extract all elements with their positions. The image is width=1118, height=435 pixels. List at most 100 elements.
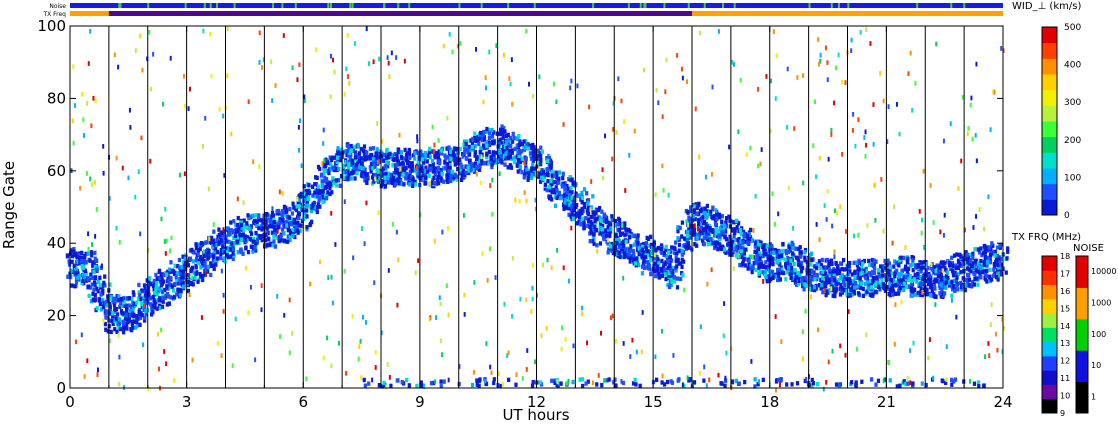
near-range-cell	[944, 380, 948, 386]
echo-cell	[470, 142, 475, 147]
echo-cell	[730, 242, 734, 248]
echo-cell	[181, 281, 185, 287]
echo-cell	[550, 181, 554, 186]
echo-cell	[507, 141, 511, 147]
noise-cell	[357, 356, 360, 362]
echo-cell	[771, 261, 775, 267]
noise-cell	[762, 279, 765, 284]
near-range-cell	[838, 382, 842, 387]
noise-cell	[326, 335, 329, 341]
echo-cell	[605, 230, 609, 235]
echo-cell	[983, 254, 988, 260]
echo-cell	[307, 183, 311, 188]
noise-cell	[989, 127, 992, 133]
echo-cell	[414, 182, 418, 187]
echo-cell	[110, 318, 114, 324]
echo-cell	[368, 154, 372, 160]
echo-cell	[347, 146, 351, 152]
echo-cell	[588, 238, 592, 244]
echo-cell	[540, 149, 545, 154]
echo-cell	[635, 244, 640, 249]
noise-cell	[534, 197, 537, 203]
echo-cell	[487, 161, 491, 166]
noise-cell	[331, 57, 334, 63]
echo-cell	[906, 256, 910, 262]
echo-cell	[248, 236, 252, 242]
echo-cell	[208, 239, 213, 244]
echo-scatter-layer	[65, 26, 1010, 393]
noise-cell	[596, 248, 599, 254]
noise-cell	[346, 33, 349, 38]
noise-bar-mark	[963, 3, 966, 8]
echo-cell	[739, 232, 744, 237]
echo-cell	[421, 174, 425, 179]
echo-cell	[130, 319, 134, 325]
echo-cell	[455, 177, 460, 182]
echo-cell	[993, 262, 997, 267]
echo-cell	[139, 297, 143, 302]
echo-cell	[676, 229, 680, 234]
echo-cell	[992, 273, 996, 278]
echo-cell	[611, 217, 615, 223]
echo-cell	[342, 170, 346, 175]
echo-cell	[942, 266, 947, 272]
echo-cell	[472, 138, 477, 143]
echo-cell	[1000, 262, 1004, 267]
echo-cell	[890, 283, 895, 289]
noise-cell	[845, 229, 848, 234]
echo-cell	[870, 257, 874, 263]
noise-cell	[399, 166, 402, 172]
echo-cell	[427, 149, 431, 155]
echo-cell	[563, 200, 567, 205]
echo-cell	[697, 222, 701, 227]
echo-cell	[976, 247, 980, 252]
echo-cell	[177, 265, 182, 270]
noise-cell	[521, 376, 524, 381]
echo-cell	[911, 262, 915, 267]
echo-cell	[478, 149, 482, 155]
noise-cell	[705, 174, 708, 180]
echo-cell	[668, 265, 672, 270]
echo-cell	[924, 261, 929, 267]
echo-cell	[637, 250, 642, 256]
noise-cell	[855, 346, 858, 352]
echo-cell	[545, 171, 550, 177]
echo-cell	[701, 230, 705, 236]
echo-cell	[810, 284, 814, 289]
echo-cell	[72, 263, 76, 268]
echo-cell	[636, 233, 640, 238]
echo-cell	[236, 215, 240, 221]
echo-cell	[967, 267, 971, 272]
echo-cell	[944, 274, 949, 279]
noise-cell	[481, 251, 484, 256]
noise-bar-mark	[184, 3, 187, 8]
noise-cell	[202, 28, 205, 34]
echo-cell	[951, 270, 955, 275]
echo-cell	[336, 155, 340, 160]
noise-cell	[297, 124, 300, 130]
echo-cell	[310, 184, 315, 189]
echo-cell	[734, 218, 738, 223]
echo-cell	[231, 256, 235, 262]
echo-cell	[194, 271, 198, 277]
echo-cell	[717, 212, 722, 218]
echo-cell	[837, 270, 841, 276]
echo-cell	[84, 251, 88, 257]
echo-cell	[157, 268, 162, 274]
echo-cell	[436, 180, 440, 185]
echo-cell	[714, 240, 718, 245]
echo-cell	[555, 171, 559, 176]
echo-cell	[531, 142, 535, 148]
echo-cell	[399, 154, 404, 160]
echo-cell	[353, 144, 357, 149]
echo-cell	[191, 259, 195, 264]
noise-cell	[609, 315, 612, 321]
echo-cell	[693, 211, 697, 216]
near-range-cell	[420, 383, 424, 389]
near-range-cell	[682, 383, 686, 389]
echo-cell	[309, 208, 314, 214]
echo-cell	[947, 283, 952, 288]
noise-bar-mark	[808, 3, 811, 8]
echo-cell	[579, 222, 583, 227]
echo-cell	[174, 274, 178, 280]
